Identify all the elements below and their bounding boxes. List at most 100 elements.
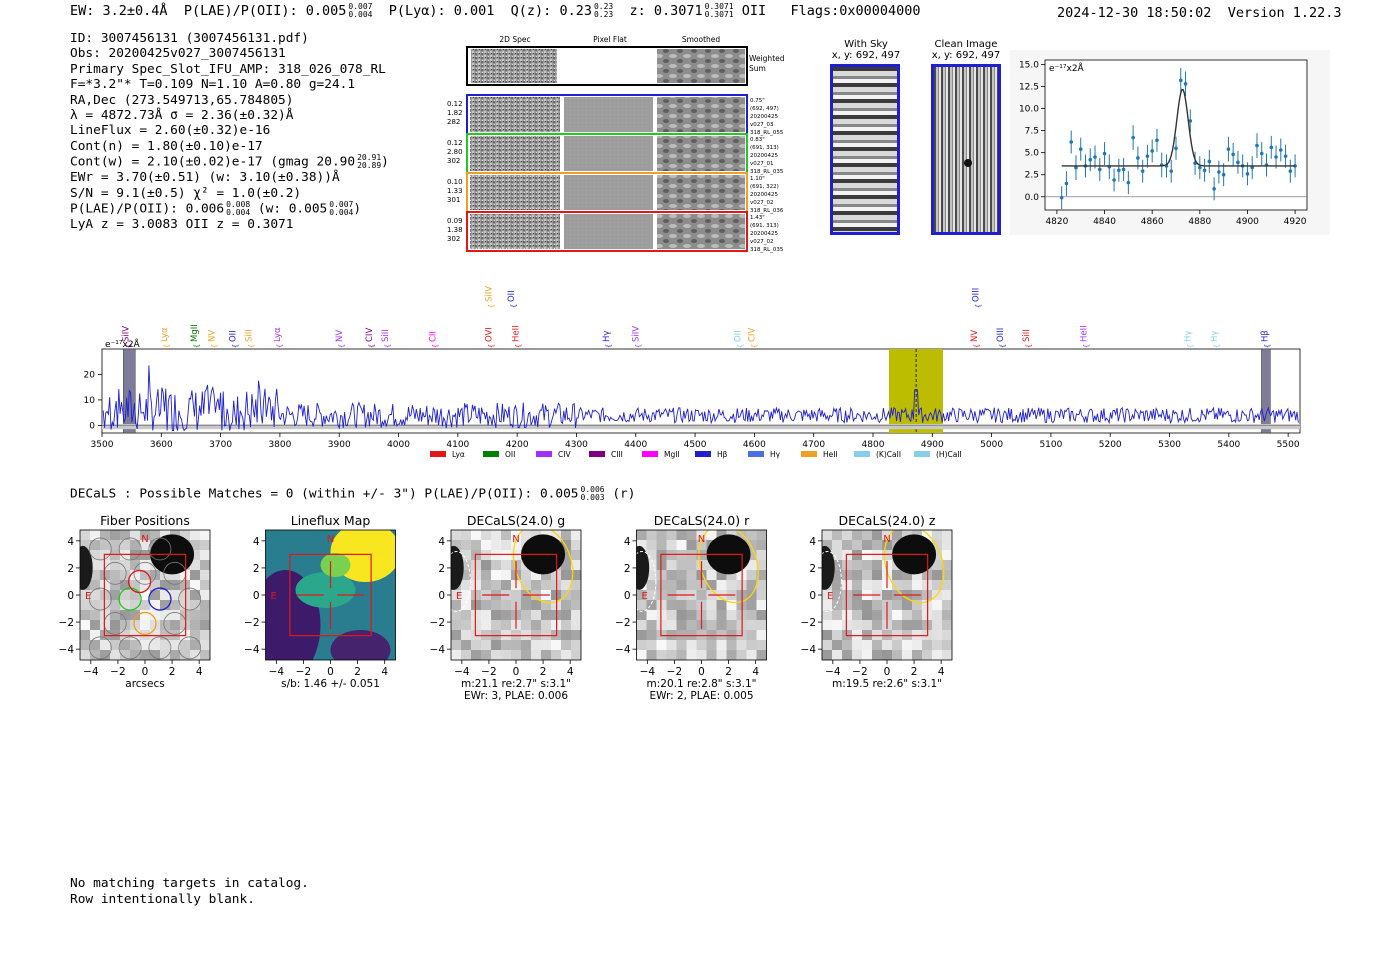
decals-pixel	[746, 630, 757, 640]
spec-legend-swatch	[483, 451, 499, 457]
decals-pixel	[646, 620, 657, 630]
decals-pixel	[90, 580, 100, 590]
decals-pixel	[100, 600, 110, 610]
decals-pixel	[822, 630, 832, 640]
decals-pixel	[922, 650, 932, 660]
decals-pixel	[110, 590, 120, 600]
decals-pixel	[676, 580, 687, 590]
decals-ytick-label: −4	[59, 644, 75, 656]
decals-pixel	[571, 640, 581, 650]
spec-xtick-label: 5400	[1217, 440, 1240, 450]
header-plae-lo: 0.004	[348, 10, 373, 19]
decals-pixel	[736, 530, 747, 540]
decals-xtick-label: 4	[567, 666, 574, 678]
decals-pixel	[140, 610, 150, 620]
decals-pixel	[501, 570, 511, 580]
decals-pixel	[481, 570, 491, 580]
fit-point	[1250, 165, 1255, 170]
decals-panel-image	[636, 530, 767, 660]
decals-pixel	[501, 640, 511, 650]
decals-pixel	[686, 580, 697, 590]
decals-pixel	[130, 630, 140, 640]
decals-xtick-label: 2	[540, 666, 547, 678]
fit-point	[1207, 159, 1212, 164]
decals-pixel	[696, 530, 707, 540]
decals-pixel	[491, 560, 501, 570]
decals-pixel	[561, 570, 571, 580]
decals-pixel	[902, 570, 912, 580]
decals-pixel	[190, 630, 200, 640]
decals-pixel	[571, 610, 581, 620]
decals-pixel	[461, 640, 471, 650]
decals-pixel	[491, 650, 501, 660]
decals-pixel	[561, 530, 571, 540]
decals-pixel	[756, 560, 767, 570]
decals-pixel	[832, 580, 842, 590]
fit-point	[1097, 167, 1102, 172]
decals-pixel	[481, 620, 491, 630]
spec-legend-label: Hγ	[770, 450, 781, 459]
decals-pixel	[696, 590, 707, 600]
decals-panel-image	[80, 530, 210, 660]
decals-pixel	[180, 570, 190, 580]
decals-xtick-label: 4	[752, 666, 759, 678]
decals-caption: m:21.1 re:2.7" s:3.1"	[461, 678, 571, 690]
decals-pixel	[922, 620, 932, 630]
spec2d-row-right-label: (691, 322)	[750, 184, 779, 190]
decals-pixel	[170, 620, 180, 630]
info-contw: Cont(w) = 2.10(±0.02)e-17 (gmag 20.90 20.…	[70, 154, 389, 170]
decals-pixel	[170, 580, 180, 590]
decals-pixel	[666, 600, 677, 610]
decals-pixel	[822, 540, 832, 550]
decals-pixel	[561, 650, 571, 660]
decals-pixel	[551, 650, 561, 660]
decals-pixel	[726, 610, 737, 620]
spec-xtick-label: 5200	[1099, 440, 1122, 450]
decals-pixel	[110, 630, 120, 640]
decals-pixel	[190, 610, 200, 620]
spec-line-brace: {	[163, 344, 171, 348]
header-plae: P(LAE)/P(OII): 0.005	[183, 3, 347, 19]
decals-pixel	[686, 540, 697, 550]
decals-pixel	[120, 600, 130, 610]
fit-plot-frame	[1044, 59, 1308, 211]
spec2d-row-left-label: 0.09	[447, 217, 463, 225]
decals-north: N	[327, 534, 334, 545]
fiber-circle	[178, 636, 202, 660]
spec-line-brace: {	[488, 344, 496, 348]
decals-pixel	[461, 610, 471, 620]
decals-pixel	[726, 580, 737, 590]
decals-pixel	[130, 620, 140, 630]
spec-line-brace: {	[737, 344, 745, 348]
decals-pixel	[726, 650, 737, 660]
spec-legend-label: HeII	[823, 450, 838, 459]
spec-xtick-label: 3700	[209, 440, 232, 450]
info-primary: Primary Spec_Slot_IFU_AMP: 318_026_078_R…	[70, 61, 386, 77]
spec-line-label: OII	[734, 330, 744, 342]
decals-pixel	[140, 560, 150, 570]
header-z-hi: 0.3071	[704, 2, 734, 11]
decals-pixel	[541, 650, 551, 660]
decals-pixel	[481, 630, 491, 640]
decals-pixel	[832, 530, 842, 540]
decals-pixel	[471, 550, 481, 560]
decals-panel-title: Fiber Positions	[100, 513, 190, 528]
decals-pixel	[190, 590, 200, 600]
decals-pixel	[872, 560, 882, 570]
decals-pixel	[521, 640, 531, 650]
spec2d-row-smooth	[657, 175, 745, 210]
decals-pixel	[120, 540, 130, 550]
decals-east: E	[827, 591, 833, 602]
decals-pixel	[852, 530, 862, 540]
decals-pixel	[471, 530, 481, 540]
decals-pixel	[736, 640, 747, 650]
decals-pixel	[140, 590, 150, 600]
decals-pixel	[716, 650, 727, 660]
decals-pixel	[912, 650, 922, 660]
decals-pixel	[541, 630, 551, 640]
spec2d-row-left-label: 1.33	[447, 187, 463, 195]
spec-line-label: OIII	[972, 288, 982, 302]
decals-pixel	[852, 610, 862, 620]
decals-pixel	[90, 570, 100, 580]
decals-pixel	[501, 550, 511, 560]
